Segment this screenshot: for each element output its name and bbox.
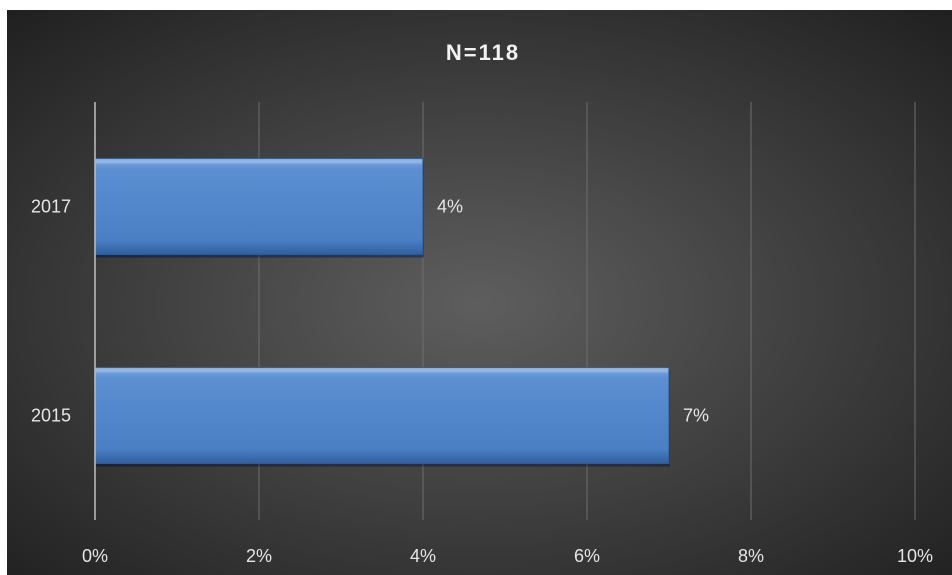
bar-2017 — [94, 157, 424, 256]
data-label-2017: 4% — [437, 197, 463, 217]
bar-chart: N=118 0% 2% 4% 6% 8% 10% 2017 4% 2015 7% — [7, 10, 952, 575]
x-tick-label-2: 4% — [410, 546, 436, 566]
bar-2015 — [94, 366, 670, 465]
x-tick-label-5: 10% — [897, 546, 933, 566]
category-label-2015: 2015 — [31, 406, 71, 426]
x-tick-label-4: 8% — [738, 546, 764, 566]
category-label-2017: 2017 — [31, 197, 71, 217]
bar-highlight-2015 — [96, 368, 668, 373]
bars — [94, 157, 670, 467]
chart-container: N=118 0% 2% 4% 6% 8% 10% 2017 4% 2015 7% — [7, 10, 952, 575]
x-tick-label-3: 6% — [574, 546, 600, 566]
chart-title: N=118 — [446, 40, 520, 65]
labels: 0% 2% 4% 6% 8% 10% 2017 4% 2015 7% — [31, 197, 933, 567]
chart-background — [7, 10, 952, 575]
bar-highlight-2017 — [96, 159, 422, 164]
x-tick-label-1: 2% — [246, 546, 272, 566]
data-label-2015: 7% — [683, 406, 709, 426]
x-tick-label-0: 0% — [82, 546, 108, 566]
